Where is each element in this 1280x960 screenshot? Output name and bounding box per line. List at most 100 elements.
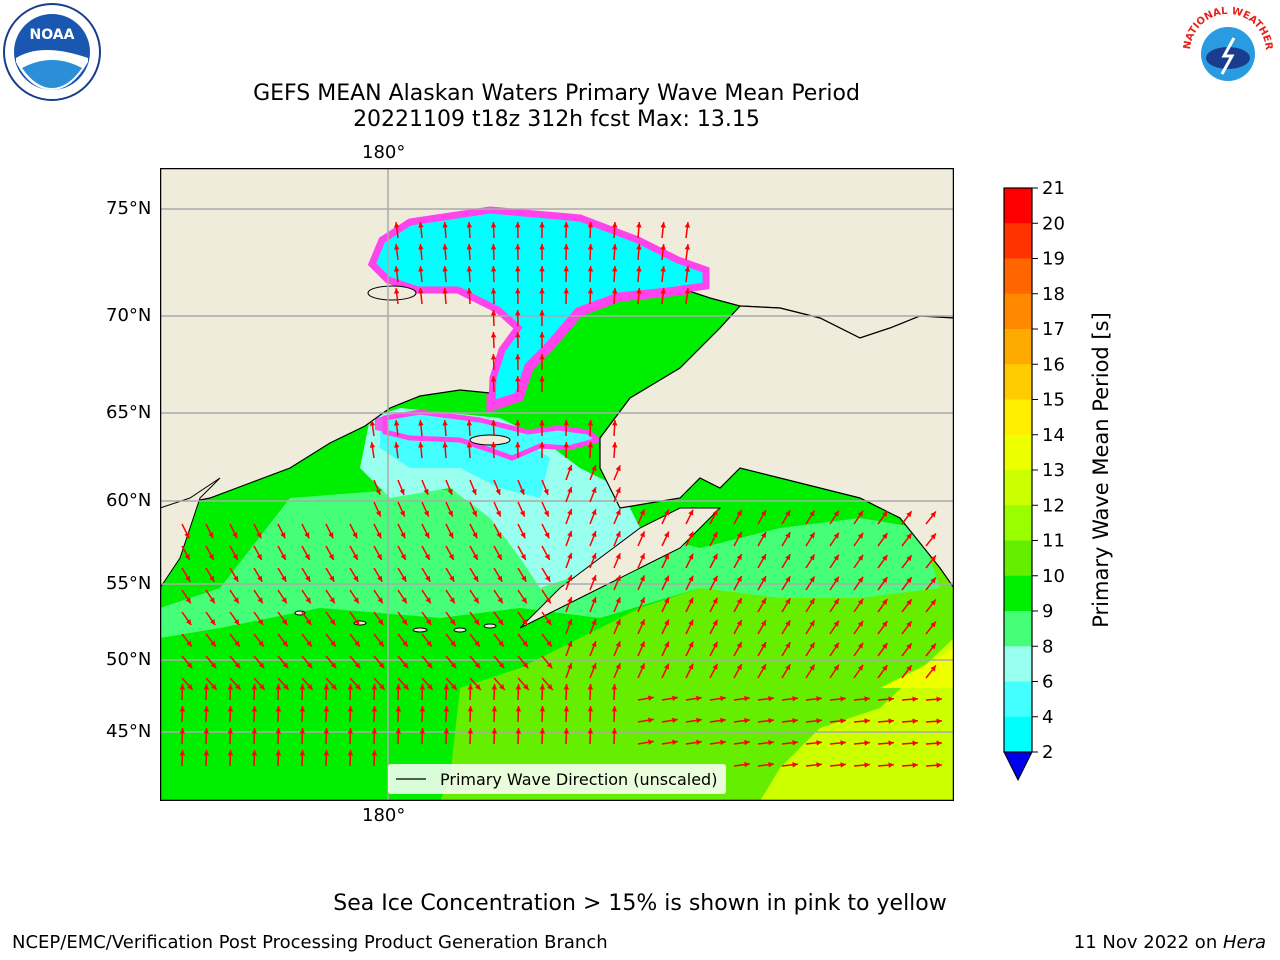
wave-arrow (757, 717, 774, 724)
wave-arrow (493, 611, 504, 626)
wave-arrow (323, 683, 330, 701)
wave-arrow (469, 479, 477, 496)
wave-arrow (445, 567, 455, 583)
wave-arrow (709, 717, 726, 724)
wave-arrow (493, 633, 505, 648)
wave-arrow (637, 531, 646, 547)
wave-arrow (901, 554, 913, 569)
wave-arrow (925, 598, 937, 613)
wave-arrow (275, 749, 282, 767)
wave-arrow (397, 479, 405, 496)
wave-arrow (925, 718, 943, 724)
wave-arrow (419, 683, 426, 701)
wave-arrow (829, 620, 840, 635)
wave-arrow (181, 523, 190, 539)
wave-arrow (733, 509, 743, 525)
wave-arrow (373, 567, 383, 583)
lat-label-75: 75°N (106, 198, 152, 219)
wave-arrow (805, 620, 816, 635)
wave-arrow (925, 762, 943, 768)
wave-arrow (829, 718, 846, 724)
wave-arrow (251, 705, 258, 723)
wave-arrow (587, 683, 594, 701)
wave-arrow (563, 419, 569, 437)
wave-arrow (805, 642, 816, 657)
wave-arrow (805, 664, 816, 679)
wave-arrow (418, 266, 424, 283)
wave-arrow (781, 641, 791, 657)
colorbar-bin (1004, 716, 1032, 753)
wave-arrow (661, 739, 678, 745)
wave-arrow (877, 598, 888, 613)
wave-arrow (179, 705, 186, 723)
wave-arrow (467, 683, 474, 701)
wave-arrow (539, 727, 546, 745)
wave-arrow (901, 532, 913, 547)
wave-arrow (445, 545, 455, 561)
wave-arrow (517, 677, 530, 691)
wave-arrow (757, 575, 767, 591)
wave-arrow (925, 554, 937, 569)
wave-arrow (637, 597, 646, 613)
wrangel-island (367, 285, 417, 301)
wave-arrow (349, 611, 360, 626)
wave-arrow (493, 479, 501, 496)
wave-arrow (515, 331, 521, 349)
colorbar-bin (1004, 329, 1032, 365)
wave-arrow (469, 589, 480, 604)
wave-arrow (829, 532, 840, 547)
lat-label-70: 70°N (106, 305, 152, 326)
wave-arrow (421, 677, 434, 691)
wave-arrow (325, 523, 334, 539)
wave-arrow (347, 683, 354, 701)
wave-arrow (229, 677, 242, 691)
wave-arrow (589, 574, 597, 591)
wave-arrow (925, 576, 937, 591)
wave-arrow (637, 739, 654, 745)
wave-arrow (853, 642, 864, 657)
wave-arrow (421, 589, 432, 604)
wave-arrow (301, 677, 314, 691)
wave-arrow (587, 243, 594, 261)
noaa-logo: NOAA (3, 3, 101, 101)
wave-arrow (611, 419, 618, 437)
wave-arrow (493, 655, 505, 669)
colorbar-under-triangle (1003, 751, 1033, 782)
wave-arrow (493, 589, 504, 604)
wave-arrow (539, 243, 545, 261)
wave-arrow (205, 633, 217, 648)
wave-arrow (660, 244, 666, 261)
wave-arrow (490, 331, 497, 349)
wave-arrow (637, 641, 646, 657)
svg-text:NOAA: NOAA (30, 27, 75, 43)
wave-arrow (805, 762, 822, 768)
wave-arrow (517, 611, 528, 626)
colorbar-bins (1004, 188, 1032, 753)
wave-arrow (757, 553, 767, 569)
lat-label-45: 45°N (106, 721, 152, 742)
wave-arrow (445, 611, 456, 626)
wave-arrow (445, 589, 456, 604)
wave-arrow (539, 375, 545, 393)
wave-arrow (493, 501, 502, 517)
wave-arrow (684, 222, 691, 239)
wave-arrow (853, 762, 871, 768)
wave-arrow (539, 705, 546, 723)
wave-arrow (227, 683, 234, 701)
lat-label-55: 55°N (106, 573, 152, 594)
wave-arrow (733, 597, 743, 613)
wave-arrow (805, 510, 816, 525)
wave-arrow (421, 479, 429, 496)
wave-arrow (469, 655, 481, 669)
wave-arrow (565, 618, 573, 635)
wave-arrow (661, 531, 670, 547)
wave-arrow (251, 749, 258, 767)
wave-arrow (181, 633, 193, 648)
wave-arrow (829, 576, 840, 591)
wave-arrow (393, 288, 400, 305)
wave-arrow (517, 523, 526, 539)
wave-arrow (709, 739, 726, 746)
wave-arrow (466, 419, 473, 437)
wave-arrow (373, 589, 384, 604)
wave-arrow (251, 727, 258, 745)
